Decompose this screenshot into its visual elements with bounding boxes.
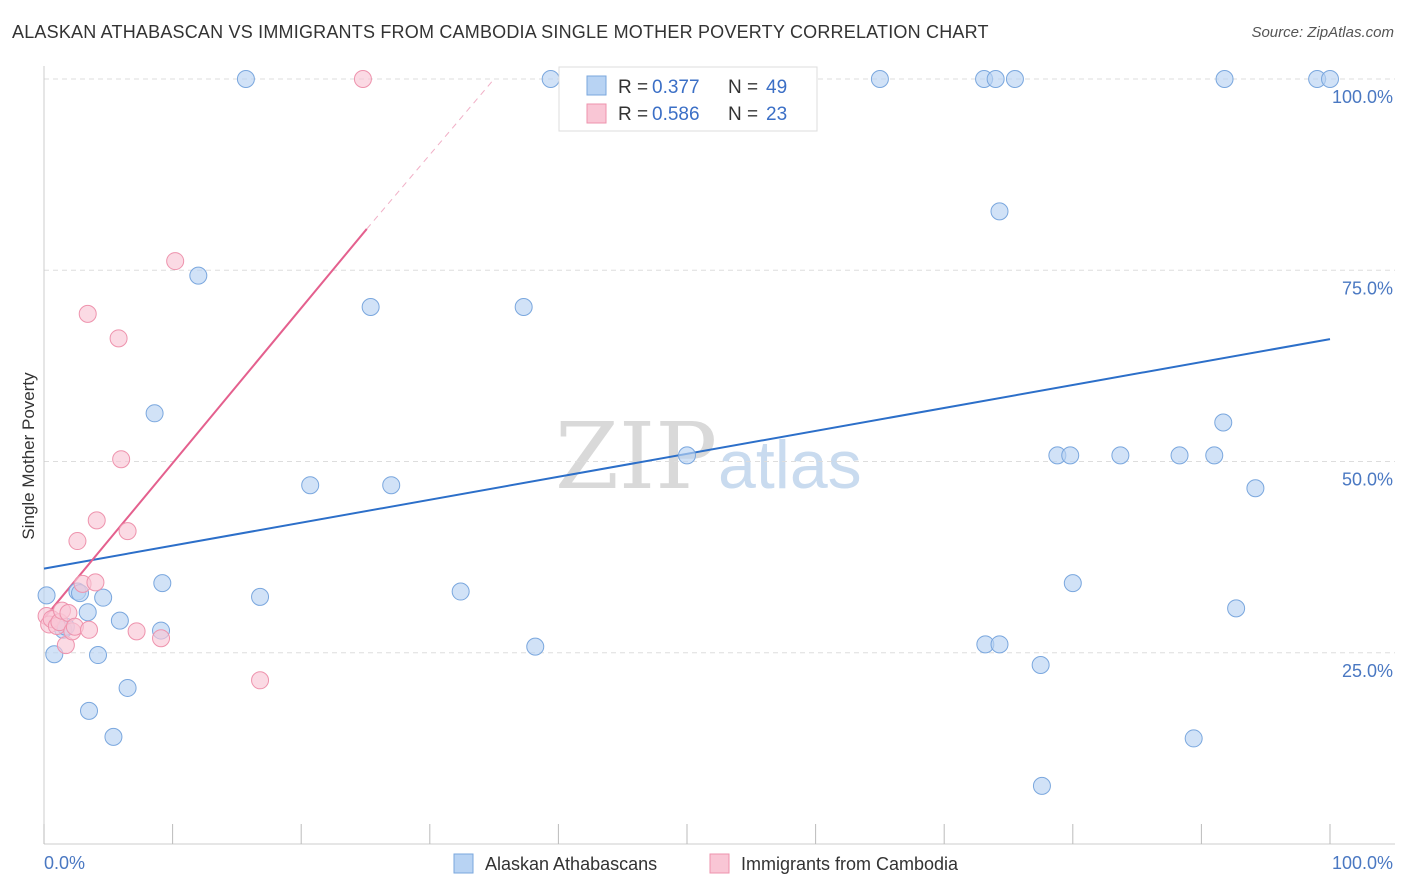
stats-r-value-1: 0.377 [652,77,700,98]
point-blue-9 [94,588,113,607]
point-blue-23 [514,297,533,316]
axes [43,66,1395,845]
stats-n-value-1: 49 [766,77,787,98]
y-axis-title: Single Mother Poverty [19,372,38,540]
trend-line-pink [43,228,368,619]
point-blue-18 [236,70,255,88]
point-pink-22 [251,671,270,690]
point-blue-19 [301,476,320,495]
point-blue-13 [145,404,164,423]
point-pink-12 [80,620,99,639]
point-blue-30 [1005,70,1024,88]
stats-r-label-2: R = [618,104,648,125]
y-tick-label-100: 100.0% [1332,87,1393,107]
point-blue-0 [37,586,56,605]
point-blue-41 [1184,729,1203,748]
point-blue-45 [1227,599,1246,618]
stats-swatch-blue [586,75,607,96]
point-blue-35 [1032,776,1051,795]
point-blue-22 [451,582,470,601]
y-tick-label-25: 25.0% [1342,661,1393,681]
point-blue-6 [78,603,97,622]
point-pink-20 [152,629,171,648]
point-blue-24 [526,637,545,656]
point-blue-43 [1214,413,1233,432]
point-blue-48 [1321,70,1339,88]
stats-n-label-2: N = [728,104,758,125]
legend-swatch-pink [709,853,730,874]
point-pink-19 [127,622,146,641]
data-points [37,70,1339,795]
point-pink-23 [353,70,372,88]
axis-tick-labels: 25.0% 50.0% 75.0% 100.0% 0.0% 100.0% [44,87,1393,873]
point-blue-40 [1170,446,1189,465]
legend: Alaskan Athabascans Immigrants from Camb… [453,853,959,874]
point-blue-27 [870,70,889,88]
point-blue-12 [118,678,137,697]
stats-n-value-2: 23 [766,104,787,125]
point-blue-29 [986,70,1005,88]
stats-r-value-2: 0.586 [652,104,700,125]
point-blue-42 [1205,446,1224,465]
point-pink-14 [86,573,105,592]
point-pink-18 [118,522,137,541]
axis-ticks [43,824,1331,844]
stats-swatch-pink [586,103,607,124]
point-blue-39 [1111,446,1130,465]
x-tick-label-min: 0.0% [44,853,85,873]
legend-swatch-blue [453,853,474,874]
point-blue-15 [153,574,172,593]
watermark-atlas: atlas [718,427,862,503]
point-pink-17 [112,450,131,469]
legend-label-blue: Alaskan Athabascans [485,854,657,874]
point-pink-16 [109,329,128,348]
source-credit: Source: ZipAtlas.com [1251,24,1394,41]
y-tick-label-75: 75.0% [1342,278,1393,298]
point-blue-31 [990,202,1009,221]
point-blue-46 [1246,479,1265,498]
legend-label-pink: Immigrants from Cambodia [741,854,959,874]
watermark: ZIP atlas [555,403,862,510]
point-blue-21 [382,476,401,495]
grid-lines [44,78,1395,654]
point-blue-44 [1215,70,1234,88]
point-pink-15 [87,511,106,530]
stats-box: R = 0.377 N = 49 R = 0.586 N = 23 [558,66,818,132]
stats-r-label-1: R = [618,77,648,98]
trend-extension-pink [366,78,495,230]
point-pink-13 [78,304,97,323]
series-blue [37,70,1339,795]
point-pink-10 [68,532,87,551]
chart-title: ALASKAN ATHABASCAN VS IMMIGRANTS FROM CA… [12,22,989,42]
point-blue-11 [110,611,129,630]
point-pink-21 [166,252,185,271]
series-pink [37,70,372,690]
point-blue-10 [104,727,123,746]
point-blue-37 [1061,446,1080,465]
y-tick-label-50: 50.0% [1342,470,1393,490]
point-blue-38 [1063,574,1082,593]
point-blue-26 [678,446,696,465]
point-blue-17 [251,587,270,606]
point-blue-16 [189,266,208,285]
point-blue-7 [80,701,99,720]
stats-n-label-1: N = [728,77,758,98]
point-blue-34 [1031,655,1050,674]
point-blue-8 [89,646,108,665]
x-tick-label-max: 100.0% [1332,853,1393,873]
point-blue-33 [990,635,1009,654]
trend-lines [43,78,1331,619]
point-blue-20 [361,297,380,316]
point-blue-25 [541,70,560,88]
